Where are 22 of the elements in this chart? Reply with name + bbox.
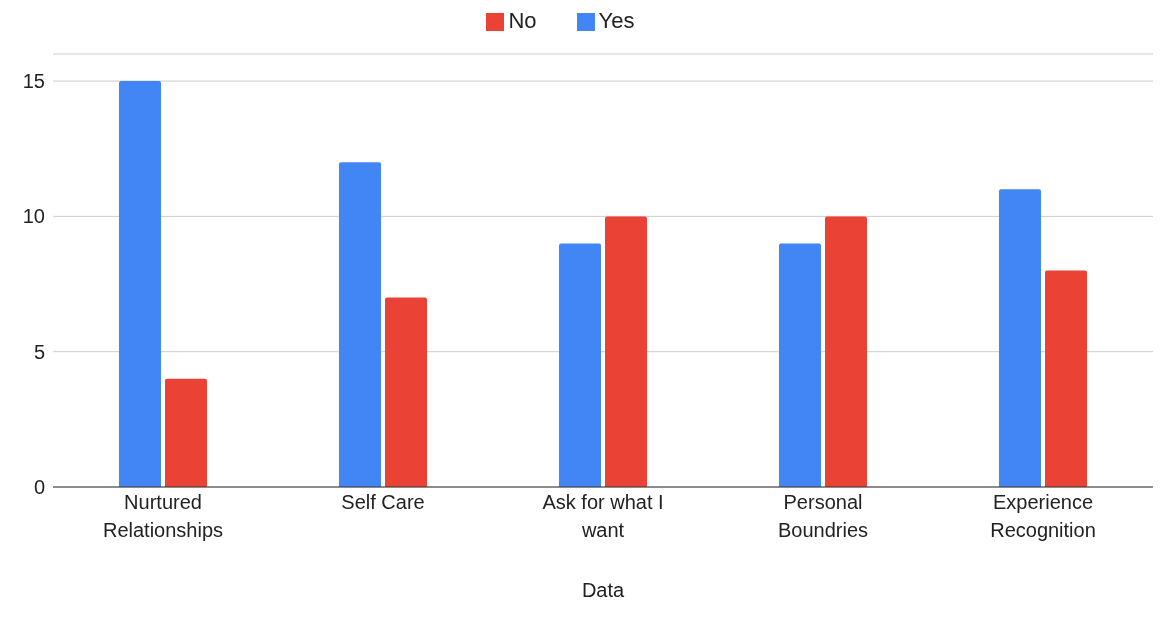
bar (165, 378, 207, 487)
bar (119, 81, 161, 487)
bar (339, 162, 381, 487)
bar (825, 216, 867, 487)
legend-label: No (508, 8, 537, 33)
bar (605, 216, 647, 487)
legend-label: Yes (598, 8, 635, 33)
x-tick-label: Ask for what I want (542, 491, 664, 541)
x-tick-label: Self Care (341, 491, 425, 513)
y-tick-label: 15 (22, 70, 45, 93)
y-tick-label: 5 (33, 340, 45, 363)
bar (385, 297, 427, 487)
bar (1045, 270, 1087, 487)
bar (779, 243, 821, 487)
y-tick-label: 10 (22, 205, 45, 228)
x-tick-label: Nurtured Relationships (102, 491, 224, 541)
x-tick-label: Personal Boundries (777, 491, 869, 541)
y-tick-label: 0 (33, 476, 45, 499)
x-tick-label: Experience Recognition (990, 491, 1096, 541)
x-axis-title: Data (581, 579, 625, 601)
bar (559, 243, 601, 487)
bar (999, 189, 1041, 487)
